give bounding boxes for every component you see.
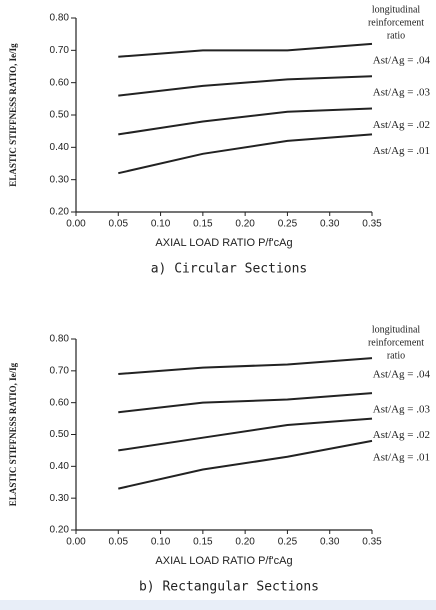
legend-label: Ast/Ag = .01 <box>373 145 430 157</box>
y-tick-label: 0.20 <box>50 207 70 218</box>
x-tick-label: 0.30 <box>320 537 340 548</box>
bottom-strip <box>0 600 436 610</box>
line <box>118 42 373 58</box>
legend-title: longitudinal <box>372 4 421 15</box>
legend-label: Ast/Ag = .04 <box>373 54 431 66</box>
x-tick-label: 0.35 <box>362 219 382 230</box>
x-axis-label: AXIAL LOAD RATIO P/f'cAg <box>155 237 292 249</box>
y-tick-label: 0.60 <box>50 397 70 408</box>
x-tick-label: 0.30 <box>320 219 340 230</box>
y-tick-label: 0.30 <box>50 493 70 504</box>
line <box>118 107 373 136</box>
x-tick-label: 0.20 <box>235 219 255 230</box>
legend-label: Ast/Ag = .03 <box>373 87 431 99</box>
legend-title: longitudinal <box>372 324 421 335</box>
x-tick-label: 0.05 <box>109 537 129 548</box>
x-tick-label: 0.15 <box>193 219 213 230</box>
y-tick-label: 0.50 <box>50 429 70 440</box>
chart-title: a) Circular Sections <box>151 262 308 277</box>
y-tick-label: 0.40 <box>50 142 70 153</box>
line <box>118 417 373 452</box>
legend-label: Ast/Ag = .04 <box>373 369 431 381</box>
y-axis-label: ELASTIC STIFFNESS RATIO, Ie/Ig <box>8 43 18 187</box>
y-tick-label: 0.80 <box>50 13 70 24</box>
line <box>118 75 373 97</box>
x-tick-label: 0.10 <box>151 219 171 230</box>
x-tick-label: 0.20 <box>235 537 255 548</box>
x-axis-label: AXIAL LOAD RATIO P/f'cAg <box>155 555 292 567</box>
legend-title: ratio <box>387 30 405 41</box>
y-tick-label: 0.40 <box>50 461 70 472</box>
chart-title: b) Rectangular Sections <box>139 580 319 595</box>
y-axis-label: ELASTIC STIFFNESS RATIO, Ie/Ig <box>8 362 18 506</box>
y-tick-label: 0.70 <box>50 365 70 376</box>
legend-label: Ast/Ag = .02 <box>373 429 430 441</box>
x-tick-label: 0.35 <box>362 537 382 548</box>
y-tick-label: 0.80 <box>50 334 70 345</box>
y-tick-label: 0.50 <box>50 110 70 121</box>
line <box>118 439 373 490</box>
x-tick-label: 0.00 <box>66 219 86 230</box>
legend-title: reinforcement <box>368 337 424 348</box>
x-tick-label: 0.10 <box>151 537 171 548</box>
y-tick-label: 0.70 <box>50 45 70 56</box>
legend-title: ratio <box>387 350 405 361</box>
legend-label: Ast/Ag = .02 <box>373 119 430 131</box>
line <box>118 357 373 376</box>
y-tick-label: 0.20 <box>50 525 70 536</box>
y-tick-label: 0.60 <box>50 77 70 88</box>
x-tick-label: 0.15 <box>193 537 213 548</box>
line <box>118 133 373 175</box>
x-tick-label: 0.00 <box>66 537 86 548</box>
x-tick-label: 0.25 <box>278 537 298 548</box>
y-tick-label: 0.30 <box>50 174 70 185</box>
legend-label: Ast/Ag = .01 <box>373 451 430 463</box>
legend-title: reinforcement <box>368 17 424 28</box>
x-tick-label: 0.25 <box>278 219 298 230</box>
line <box>118 392 373 414</box>
x-tick-label: 0.05 <box>109 219 129 230</box>
legend-label: Ast/Ag = .03 <box>373 404 431 416</box>
